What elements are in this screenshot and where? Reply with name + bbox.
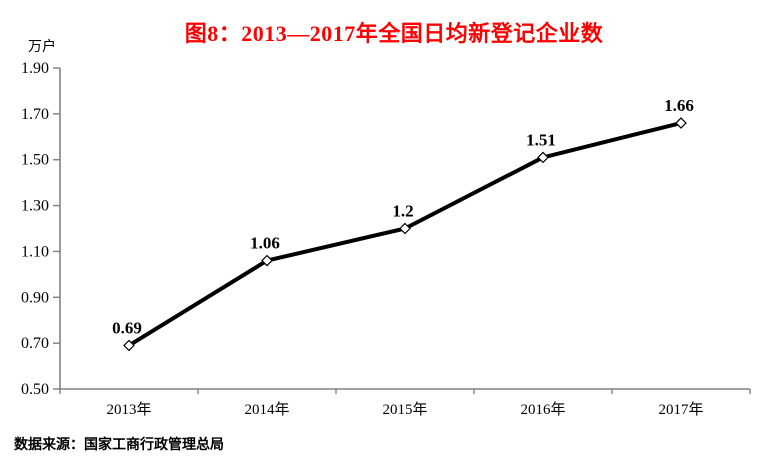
- data-point-marker: [675, 117, 687, 129]
- x-tick-label: 2014年: [244, 401, 289, 418]
- y-axis-unit-label: 万户: [28, 38, 56, 54]
- data-point-marker: [123, 339, 135, 352]
- y-tick-label: 0.70: [21, 335, 49, 352]
- y-tick-label: 1.90: [21, 60, 49, 77]
- y-tick-label: 1.10: [21, 243, 49, 260]
- data-point-label: 1.2: [392, 202, 413, 221]
- y-tick-label: 0.50: [21, 381, 49, 398]
- y-tick-label: 1.70: [21, 106, 49, 123]
- x-tick-label: 2016年: [520, 401, 565, 418]
- y-tick-label: 1.30: [21, 198, 49, 215]
- data-point-marker: [261, 254, 273, 267]
- y-tick-label: 0.90: [21, 289, 49, 306]
- data-point-label: 0.69: [112, 318, 142, 337]
- x-tick-label: 2015年: [382, 401, 427, 418]
- x-tick-label: 2013年: [106, 401, 151, 418]
- data-point-marker: [537, 151, 549, 164]
- line-chart-canvas: 0.50 0.70 0.90 1.10 1.30 1.50 1.70 1.90 2013年 201…: [21, 60, 751, 418]
- source-note: 数据来源：国家工商行政管理总局: [14, 436, 224, 452]
- x-tick-label: 2017年: [658, 401, 703, 418]
- y-tick-label: 1.50: [21, 152, 49, 169]
- data-point-label: 1.51: [526, 130, 556, 149]
- chart-title: 图8：2013—2017年全国日均新登记企业数: [184, 21, 604, 46]
- data-point-label: 1.06: [250, 234, 280, 253]
- data-point-label: 1.66: [664, 96, 694, 115]
- data-point-marker: [399, 222, 411, 235]
